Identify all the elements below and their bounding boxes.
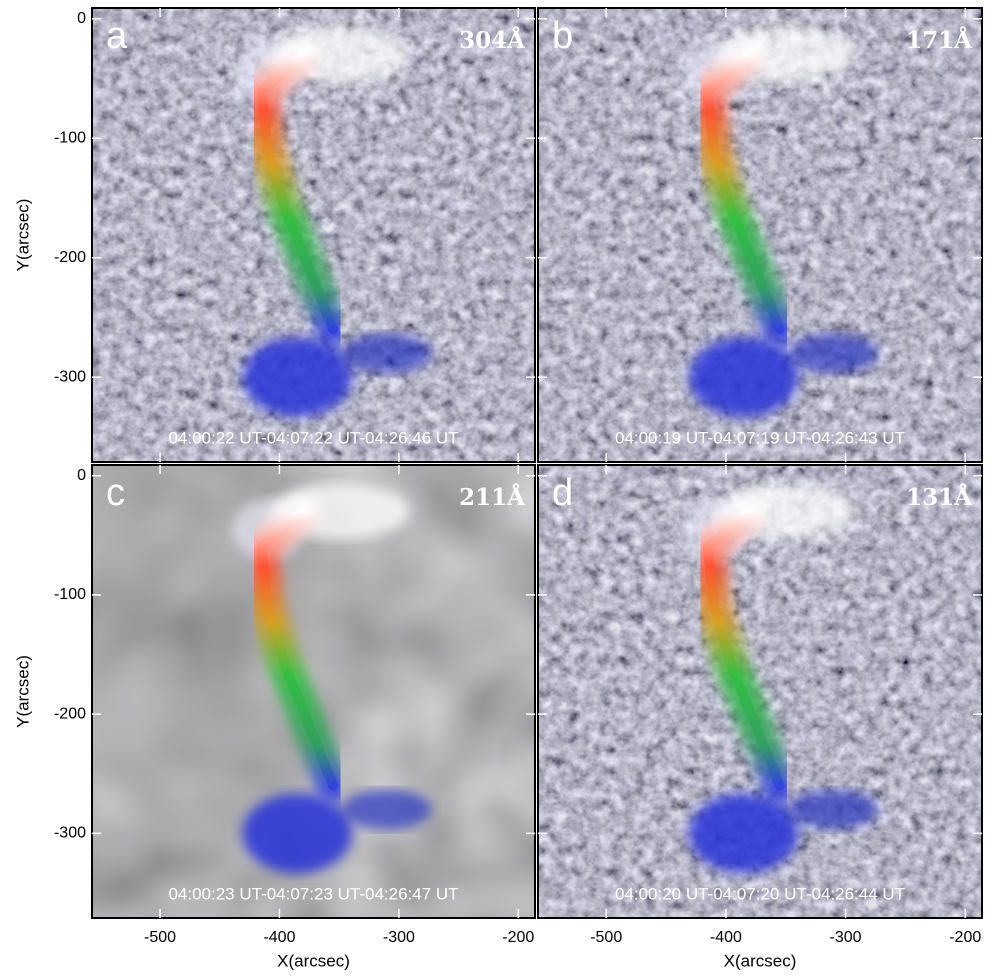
y-tick-label: 0 [77,467,86,484]
panel-frame [537,7,983,463]
y-tick-label: -300 [54,825,86,842]
blue-region [688,793,799,874]
panel-frame [91,464,536,919]
panel: -300 -200 -100 0 a 304Å 04:00:22 UT-04:07:22 U… [13,7,536,463]
blue-region [242,793,353,874]
y-tick-label: -100 [54,129,86,146]
x-tick-label: -300 [383,929,415,946]
blue-region [788,789,879,830]
time-range: 04:00:23 UT-04:07:23 UT-04:26:47 UT [168,884,458,903]
x-tick-label: -200 [502,929,534,946]
blue-region [242,337,353,418]
filament-core [256,49,339,335]
y-tick-label: -200 [54,705,86,722]
x-tick-label: -300 [830,929,862,946]
blue-region [788,333,879,374]
blue-region [341,789,432,830]
x-tick-label: -500 [144,929,176,946]
panel-label: d [552,472,573,514]
time-range: 04:00:19 UT-04:07:19 UT-04:26:43 UT [615,428,905,447]
panel-frame [91,7,536,463]
x-axis-label: X(arcsec) [277,951,350,970]
filament-core [256,506,339,791]
blue-region [688,337,799,418]
wavelength: 171Å [906,27,973,54]
x-tick-label: -400 [263,929,295,946]
x-tick-label: -400 [710,929,742,946]
solar-image [92,465,535,918]
y-axis-label: Y(arcsec) [13,199,32,272]
y-tick-label: -300 [54,368,86,385]
wavelength: 211Å [459,484,526,511]
panel-label: b [552,15,573,57]
panel: -500 -400 -300 -200 -300 -200 -100 0 c 211Å 04:00:… [13,464,536,970]
wavelength: 131Å [906,484,973,511]
panel-label: c [106,472,125,514]
filament-core [702,49,785,335]
x-axis-label: X(arcsec) [724,951,797,970]
time-range: 04:00:22 UT-04:07:22 UT-04:26:46 UT [168,428,458,447]
y-axis-label: Y(arcsec) [13,655,32,728]
panel: -500 -400 -300 -200 d 131Å 04:00:20 UT-04:07:2… [537,464,983,970]
y-tick-label: -200 [54,249,86,266]
x-tick-label: -500 [590,929,622,946]
wavelength: 304Å [459,27,526,54]
solar-image [538,465,982,918]
panel-label: a [106,15,128,57]
x-tick-label: -200 [949,929,981,946]
panel-frame [537,464,983,919]
solar-image [92,8,535,462]
y-tick-label: -100 [54,586,86,603]
y-tick-label: 0 [77,10,86,27]
solar-image [538,8,982,462]
filament-core [702,506,785,791]
blue-region [341,333,432,374]
time-range: 04:00:20 UT-04:07:20 UT-04:26:44 UT [615,884,905,903]
panel: b 171Å 04:00:19 UT-04:07:19 UT-04:26:43 UT [537,7,983,463]
